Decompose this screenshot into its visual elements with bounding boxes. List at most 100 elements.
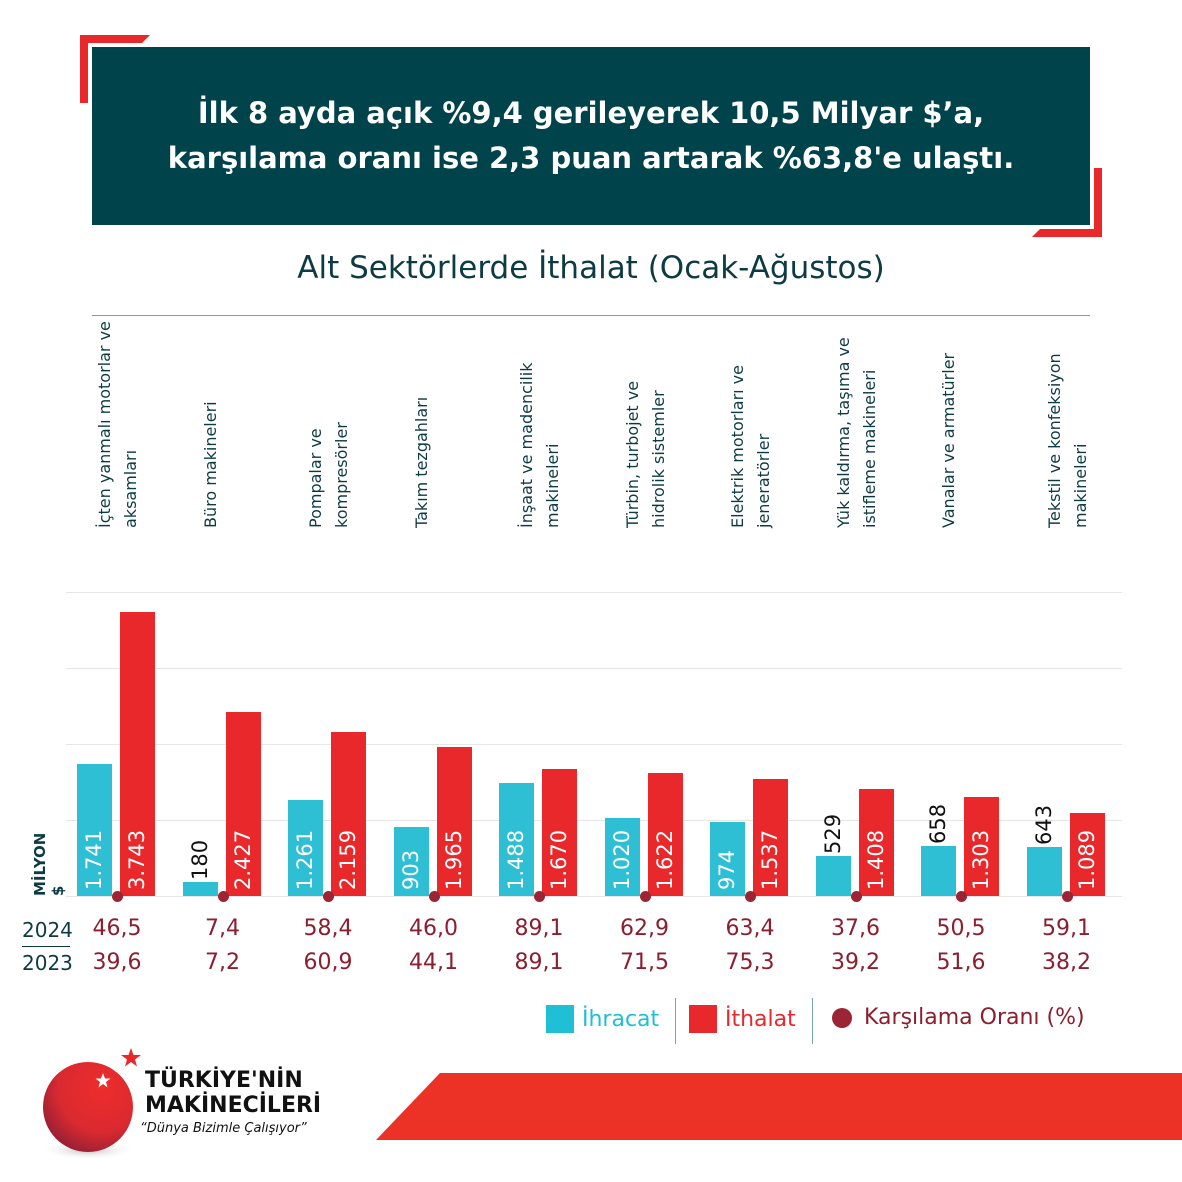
coverage-ratio-2024: 7,4 [205,916,240,941]
legend-separator [812,998,813,1044]
category-label: Türbin, turbojet ve hidrolik sistemler [622,380,668,528]
category-label: Pompalar ve kompresörler [306,422,351,528]
y-axis-label: MİLYON $ [31,832,67,896]
category-label: İçten yanmalı motorlar ve aksamları [95,321,140,528]
bar-ithalat [436,746,472,896]
category-label: Elektrik motorları ve jeneratörler [728,365,773,528]
bottom-red-band [376,1073,1182,1140]
bar-value-label-ihracat: 643 [1031,805,1056,846]
coverage-ratio-2024: 50,5 [936,916,986,941]
coverage-ratio-2024: 59,1 [1042,916,1091,941]
bar-ithalat [647,772,683,896]
logo-circle [43,1062,133,1152]
legend-label-ithalat: İthalat [725,1006,796,1032]
bar-value-label-ithalat: 2.159 [336,829,360,890]
bar-ithalat [120,611,155,896]
gridline [66,744,1122,745]
coverage-ratio-dot [428,891,440,902]
corner-accent-bottom-right [1032,168,1102,237]
title-divider [92,315,1090,316]
bar-ihracat [815,855,851,896]
category-label: Yük kaldırma, taşıma ve istifleme makine… [833,337,879,528]
category-label: Vanalar ve armatürler [939,352,958,528]
bar-value-label-ithalat: 1.670 [547,829,571,890]
baseline [66,896,1122,897]
coverage-ratio-2023: 51,6 [936,950,986,975]
bar-ithalat [753,779,788,896]
bar-ihracat [499,782,534,896]
coverage-ratio-2023: 39,2 [831,950,880,975]
bar-value-label-ithalat: 1.089 [1074,829,1099,890]
gridline [66,592,1122,593]
bar-value-label-ithalat: 1.622 [652,829,677,890]
bar-value-label-ihracat: 1.020 [609,829,634,890]
legend-swatch-ithalat [689,1005,717,1033]
category-label: Takım tezgahları [411,396,431,528]
gridline [66,668,1122,669]
bar-value-label-ihracat: 658 [926,803,950,844]
coverage-ratio-2024: 63,4 [725,916,775,941]
bar-ithalat [1069,813,1105,896]
corner-accent-top-left [80,35,150,103]
bar-value-label-ithalat: 2.427 [230,829,255,890]
bar-ihracat [393,827,429,896]
bar-ithalat [542,769,577,896]
coverage-ratio-2023: 38,2 [1042,950,1091,975]
bar-value-label-ithalat: 1.303 [969,829,993,890]
coverage-ratio-dot [850,891,862,902]
legend-label-ihracat: İhracat [582,1006,660,1032]
bar-ithalat [225,711,261,896]
headline-line-2: karşılama oranı ise 2,3 puan artarak %63… [167,141,1015,175]
bar-value-label-ithalat: 3.743 [125,829,149,890]
bar-ihracat [1026,847,1062,896]
coverage-ratio-2024: 62,9 [620,916,669,941]
year-label-2023: 2023 [22,951,73,975]
logo-line-1: TÜRKİYE'NİN [145,1068,303,1093]
coverage-ratio-2023: 75,3 [725,950,775,975]
bar-ihracat [288,800,323,896]
headline-line-1: İlk 8 ayda açık %9,4 gerileyerek 10,5 Mi… [197,96,985,130]
legend-swatch-ihracat [546,1005,574,1033]
coverage-ratio-2024: 46,5 [92,916,142,941]
coverage-ratio-2023: 44,1 [409,950,458,975]
coverage-ratio-2023: 7,2 [205,950,240,975]
coverage-ratio-2023: 89,1 [514,950,564,975]
logo-text: TÜRKİYE'NİN MAKİNECİLERİ [145,1068,321,1118]
coverage-ratio-dot [1061,891,1073,902]
bar-value-label-ihracat: 1.261 [293,829,317,890]
coverage-ratio-dot [534,891,545,902]
legend-separator [675,998,676,1044]
legend-item-ihracat: İhracat [546,1005,659,1033]
bar-value-label-ithalat: 1.537 [758,829,782,890]
bar-ihracat [182,882,218,896]
bar-value-label-ihracat: 974 [715,849,739,890]
bar-value-label-ithalat: 1.965 [441,829,466,890]
logo-star-icon [95,1073,111,1088]
legend-item-karsilama: Karşılama Oranı (%) [832,1005,1085,1030]
gridline [66,820,1122,821]
bar-ithalat [858,788,894,896]
category-label: İnşaat ve madencilik makineleri [517,362,562,529]
bar-value-label-ihracat: 180 [187,840,212,881]
coverage-ratio-dot [956,891,967,902]
legend-label-karsilama: Karşılama Oranı (%) [864,1005,1085,1030]
coverage-ratio-dot [745,891,756,902]
bar-value-label-ihracat: 529 [820,813,845,854]
bar-ihracat [604,818,640,896]
coverage-ratio-2023: 39,6 [92,950,142,975]
coverage-ratio-2024: 46,0 [409,916,458,941]
bar-ihracat [921,845,956,896]
coverage-ratio-2023: 71,5 [620,950,669,975]
bar-value-label-ihracat: 1.488 [504,829,528,890]
bar-value-label-ihracat: 903 [398,849,423,890]
coverage-ratio-dot [112,891,123,902]
logo-slogan: “Dünya Bizimle Çalışıyor” [140,1121,307,1136]
bar-ihracat [77,763,112,896]
year-label-2024: 2024 [22,918,73,942]
bar-ithalat [964,796,999,896]
legend-dot-karsilama [832,1007,852,1028]
chart-title: Alt Sektörlerde İthalat (Ocak-Ağustos) [297,250,885,286]
coverage-ratio-2024: 58,4 [303,916,353,941]
bar-ihracat [710,821,745,896]
